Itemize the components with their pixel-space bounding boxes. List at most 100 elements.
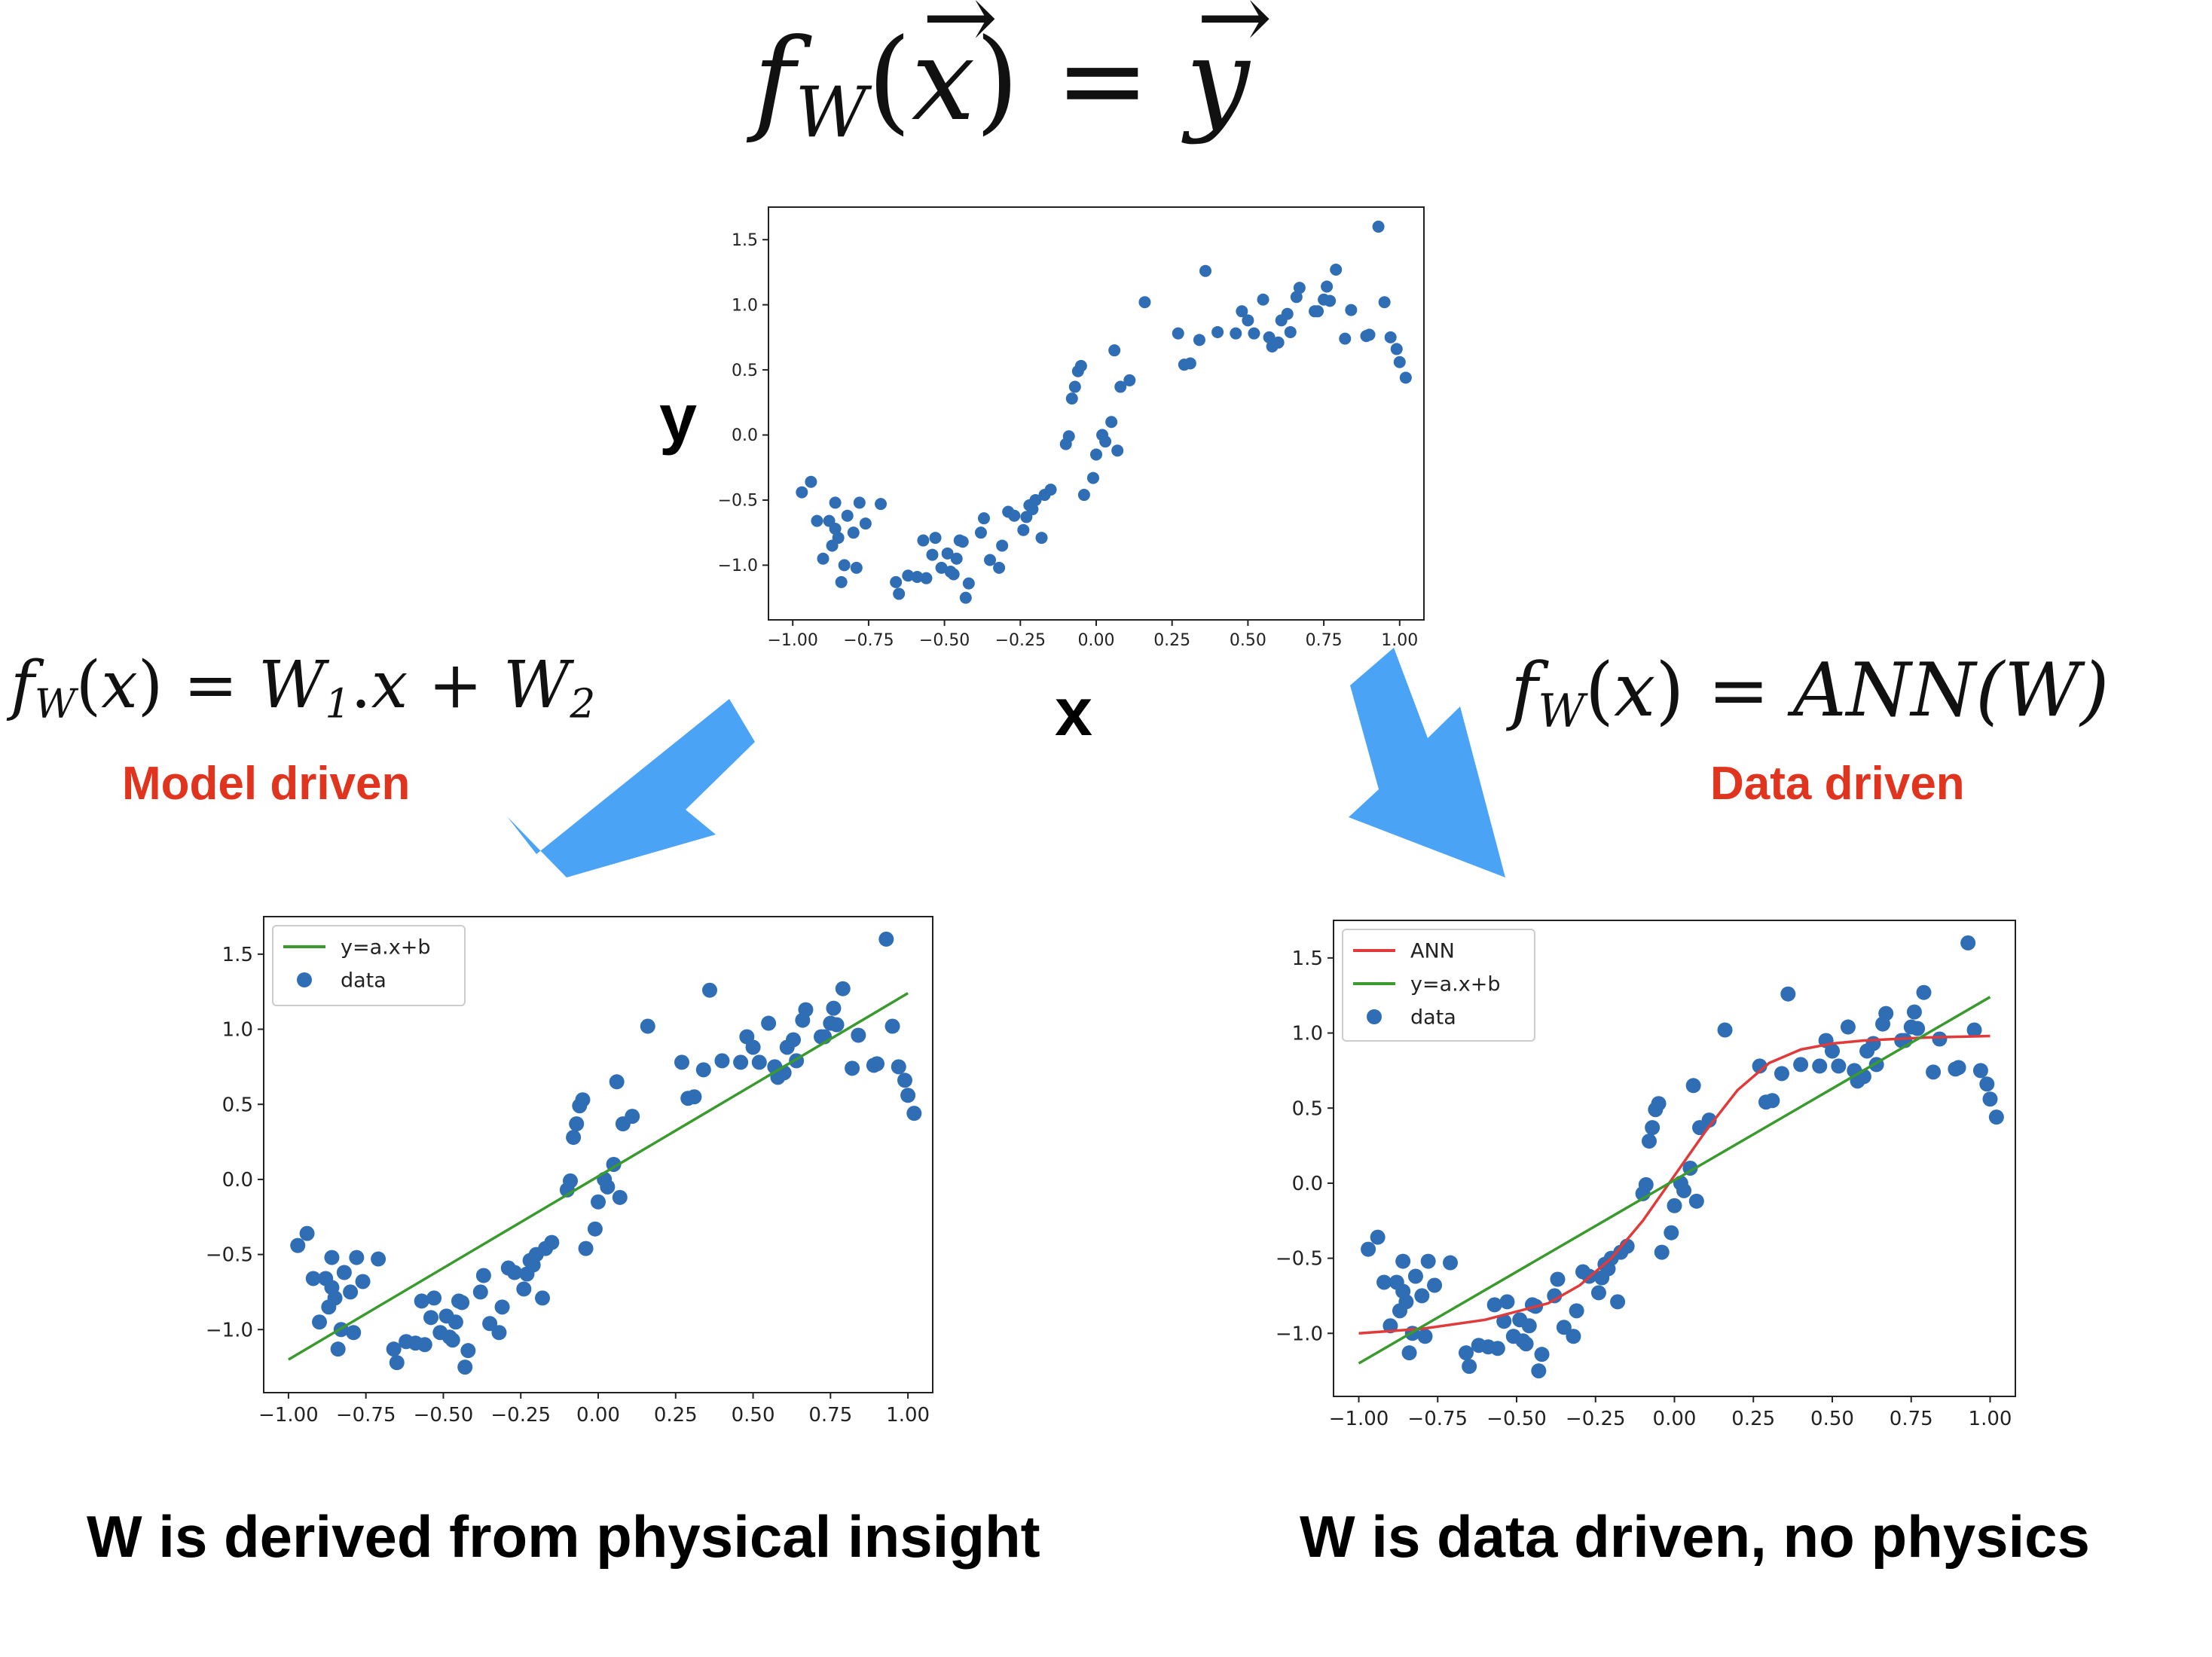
y-tick-label: 0.0 (222, 1169, 253, 1192)
data-point (798, 1002, 814, 1018)
x-tick-label: 0.25 (1153, 631, 1190, 650)
data-point (805, 475, 817, 488)
data-point (859, 517, 872, 530)
top-equation: fW(x) = y (753, 0, 1272, 153)
data-point (878, 931, 894, 947)
data-point (1610, 1294, 1626, 1310)
data-point (305, 1271, 321, 1286)
data-point (929, 532, 942, 545)
data-point (1831, 1058, 1847, 1074)
data-point (926, 548, 939, 561)
data-point (829, 496, 842, 509)
data-point (1550, 1271, 1566, 1287)
data-point (1667, 1198, 1682, 1213)
right-arrow-icon (1349, 648, 1505, 877)
data-point (751, 1054, 767, 1070)
data-point (838, 559, 851, 572)
data-point (389, 1355, 405, 1371)
plot-area (796, 220, 1412, 604)
x-tick-label: −0.50 (1486, 1408, 1547, 1430)
legend-label: data (1410, 1005, 1456, 1029)
plot-frame (768, 206, 1425, 621)
data-point (890, 575, 903, 588)
data-point (1960, 935, 1976, 951)
data-point (1108, 344, 1121, 357)
data-point (516, 1281, 532, 1297)
data-point (1230, 327, 1242, 340)
data-point (1486, 1297, 1502, 1313)
right-equation: fW(x) = ANN(W) (1511, 648, 2110, 739)
data-point (1496, 1314, 1512, 1329)
data-point (1378, 296, 1391, 309)
data-point (1701, 1112, 1717, 1128)
data-point (507, 1265, 522, 1280)
top-eq-x: x (912, 0, 998, 146)
data-point (977, 512, 990, 525)
left-eq-w1: W (258, 648, 325, 723)
x-tick-label: 0.75 (808, 1404, 852, 1427)
right-eq-sub: W (1538, 685, 1585, 739)
data-point (426, 1290, 442, 1306)
data-point (1123, 374, 1136, 386)
x-tick-label: 0.50 (1230, 631, 1266, 650)
data-point (974, 526, 987, 539)
x-tick-label: −1.00 (258, 1404, 319, 1427)
data-point (386, 1341, 402, 1357)
data-point (1062, 430, 1075, 443)
data-point (312, 1314, 327, 1330)
data-point (612, 1189, 628, 1205)
data-point (566, 1130, 582, 1146)
data-point (1312, 305, 1324, 318)
data-point (1793, 1057, 1809, 1073)
x-tick-label: −0.75 (1407, 1408, 1468, 1430)
data-point (761, 1015, 777, 1031)
left-equation: fW(x) = W1.x + W2 (11, 648, 596, 728)
data-point (850, 561, 863, 574)
data-point (591, 1194, 606, 1210)
data-point (1910, 1021, 1926, 1036)
data-point (847, 526, 860, 539)
data-point (984, 554, 997, 566)
left-arrow-icon (507, 699, 755, 877)
data-point (1242, 314, 1254, 327)
data-point (832, 532, 845, 545)
data-point (1026, 503, 1039, 516)
data-point (1384, 331, 1397, 343)
data-point (1547, 1288, 1563, 1304)
data-point (786, 1032, 801, 1048)
data-point (625, 1109, 640, 1125)
data-point (1376, 1274, 1392, 1290)
data-point (1284, 325, 1297, 338)
data-point (796, 486, 808, 499)
data-point (1414, 1288, 1430, 1304)
data-point (1193, 334, 1205, 346)
data-point (336, 1265, 352, 1280)
left-eq-w2-sub: 2 (570, 680, 596, 728)
x-tick-label: −0.25 (1566, 1408, 1626, 1430)
data-point (494, 1299, 510, 1315)
data-point (1017, 523, 1030, 536)
data-point (1248, 327, 1260, 340)
data-point (1345, 304, 1358, 316)
data-point (1752, 1058, 1767, 1074)
data-point (290, 1237, 306, 1253)
data-point (1443, 1255, 1459, 1271)
x-tick-label: 0.25 (1731, 1408, 1775, 1430)
data-point (330, 1341, 346, 1357)
data-point (299, 1225, 315, 1241)
data-point (1184, 357, 1196, 370)
y-tick-label: 1.0 (732, 296, 758, 315)
data-point (829, 522, 842, 535)
y-tick-label: −0.5 (718, 492, 758, 511)
data-point (935, 561, 948, 574)
data-point (1401, 1345, 1417, 1361)
x-tick-label: 0.50 (732, 1404, 775, 1427)
data-point (1926, 1064, 1942, 1080)
data-point (544, 1234, 560, 1250)
data-point (1211, 325, 1224, 338)
left-eq-sub: W (34, 680, 76, 728)
x-tick-label: −1.00 (1329, 1408, 1389, 1430)
data-point (1029, 493, 1042, 506)
data-point (371, 1251, 386, 1267)
